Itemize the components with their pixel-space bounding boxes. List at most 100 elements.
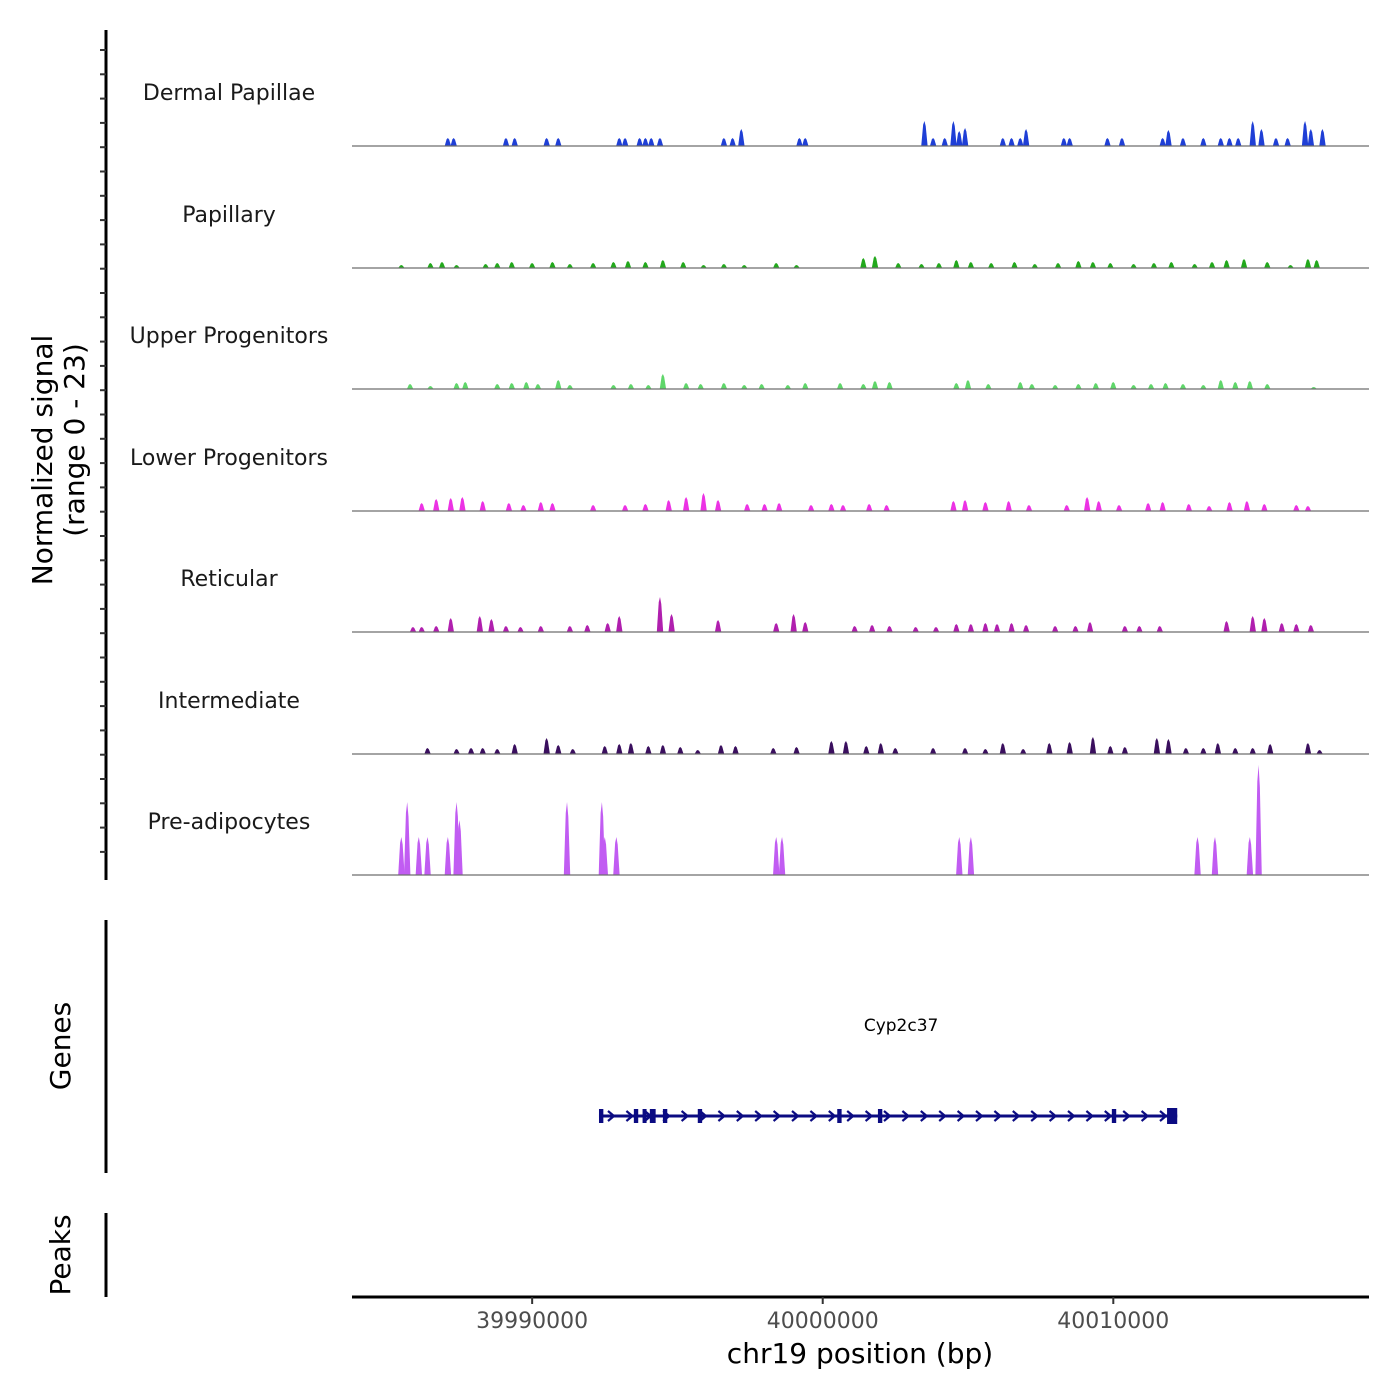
coverage-peak — [494, 749, 501, 754]
coverage-peak — [1200, 385, 1207, 389]
coverage-peak — [775, 503, 783, 511]
coverage-peak — [1115, 505, 1123, 511]
coverage-peak — [462, 382, 469, 389]
coverage-peak — [1223, 621, 1230, 632]
coverage-peak — [555, 138, 562, 146]
coverage-peak — [1168, 262, 1175, 268]
coverage-peak — [1060, 138, 1068, 146]
coverage-peak — [1147, 384, 1155, 389]
coverage-peak — [802, 622, 809, 632]
coverage-peak — [793, 265, 800, 268]
strand-arrow — [1012, 1110, 1021, 1122]
coverage-peak — [656, 597, 664, 632]
coverage-peak — [1243, 501, 1251, 511]
coverage-peak — [636, 138, 643, 146]
coverage-peak — [584, 625, 591, 632]
coverage-peak — [720, 383, 728, 389]
coverage-peak — [1249, 121, 1256, 146]
strand-arrow — [625, 1110, 635, 1122]
coverage-peak — [1293, 505, 1300, 511]
coverage-peak — [941, 138, 948, 146]
coverage-peak — [433, 626, 440, 632]
coverage-peak — [589, 263, 597, 268]
coverage-peak — [508, 383, 516, 389]
gene-name-label: Cyp2c37 — [864, 1016, 939, 1036]
coverage-peak — [932, 627, 940, 632]
coverage-peak — [1008, 138, 1015, 146]
gene-exon — [649, 1109, 656, 1123]
coverage-peak — [839, 505, 847, 511]
track-label: Reticular — [180, 567, 278, 592]
track-label: Papillary — [182, 203, 276, 228]
coverage-peak — [1232, 748, 1239, 754]
coverage-peak — [537, 502, 545, 511]
strand-arrow — [1104, 1110, 1113, 1122]
coverage-peak — [912, 627, 919, 632]
coverage-peak — [892, 748, 899, 754]
coverage-peak — [929, 748, 937, 754]
coverage-peak — [566, 626, 574, 632]
coverage-peak — [877, 743, 885, 754]
coverage-peak — [1200, 748, 1207, 754]
coverage-peak — [866, 504, 873, 511]
coverage-peak — [494, 263, 501, 268]
coverage-peak — [1104, 138, 1111, 146]
coverage-peak — [956, 131, 963, 146]
coverage-peak — [741, 265, 748, 268]
coverage-peak — [860, 384, 867, 389]
coverage-peak — [520, 505, 527, 511]
coverage-peak — [1194, 837, 1201, 875]
coverage-peak — [1022, 129, 1030, 146]
coverage-peak — [1319, 129, 1326, 146]
coverage-peak — [555, 745, 562, 754]
coverage-peak — [665, 500, 672, 511]
normalized-signal-axis-title: Normalized signal (range 0 - 23) — [26, 335, 91, 586]
strand-arrow — [1067, 1110, 1076, 1122]
coverage-peak — [624, 261, 632, 268]
strand-arrow — [680, 1110, 690, 1122]
coverage-peak — [961, 128, 969, 146]
gene-track: Cyp2c37 — [598, 1016, 1178, 1124]
coverage-peak — [1211, 837, 1219, 875]
coverage-peak — [842, 741, 850, 754]
coverage-peak — [741, 385, 748, 389]
coverage-peak — [1191, 264, 1198, 268]
coverage-peak — [860, 258, 867, 268]
coverage-peak — [659, 374, 667, 389]
coverage-peak — [508, 262, 516, 268]
coverage-peak — [956, 837, 963, 875]
coverage-peak — [1066, 138, 1073, 146]
coverage-peak — [627, 743, 635, 754]
coverage-peak — [456, 820, 463, 875]
coverage-peak — [566, 385, 574, 389]
coverage-peak — [738, 129, 745, 146]
coverage-peak — [953, 624, 960, 632]
strand-arrow — [920, 1110, 929, 1122]
coverage-peak — [447, 618, 454, 632]
coverage-peak — [677, 747, 684, 754]
coverage-peak — [1130, 264, 1137, 268]
strand-arrow — [883, 1110, 892, 1122]
coverage-peak — [1261, 618, 1268, 632]
strand-arrow — [993, 1110, 1003, 1122]
coverage-peak — [982, 623, 989, 632]
coverage-peak — [773, 837, 780, 875]
coverage-peak — [1217, 138, 1225, 146]
coverage-peak — [1261, 504, 1268, 511]
coverage-peak — [1264, 384, 1271, 389]
coverage-peak — [1107, 746, 1114, 754]
coverage-peak — [1214, 743, 1222, 754]
coverage-peak — [953, 260, 960, 268]
coverage-peak — [1217, 380, 1225, 389]
coverage-peak — [453, 383, 460, 389]
strand-arrow — [956, 1110, 966, 1122]
coverage-peak — [502, 138, 510, 146]
coverage-peak — [802, 138, 809, 146]
coverage-peak — [424, 837, 431, 875]
track-label: Lower Progenitors — [130, 446, 328, 471]
strand-arrow — [864, 1110, 874, 1122]
coverage-peak — [950, 121, 957, 146]
coverage-peak — [1223, 260, 1230, 268]
coverage-peak — [871, 256, 879, 268]
